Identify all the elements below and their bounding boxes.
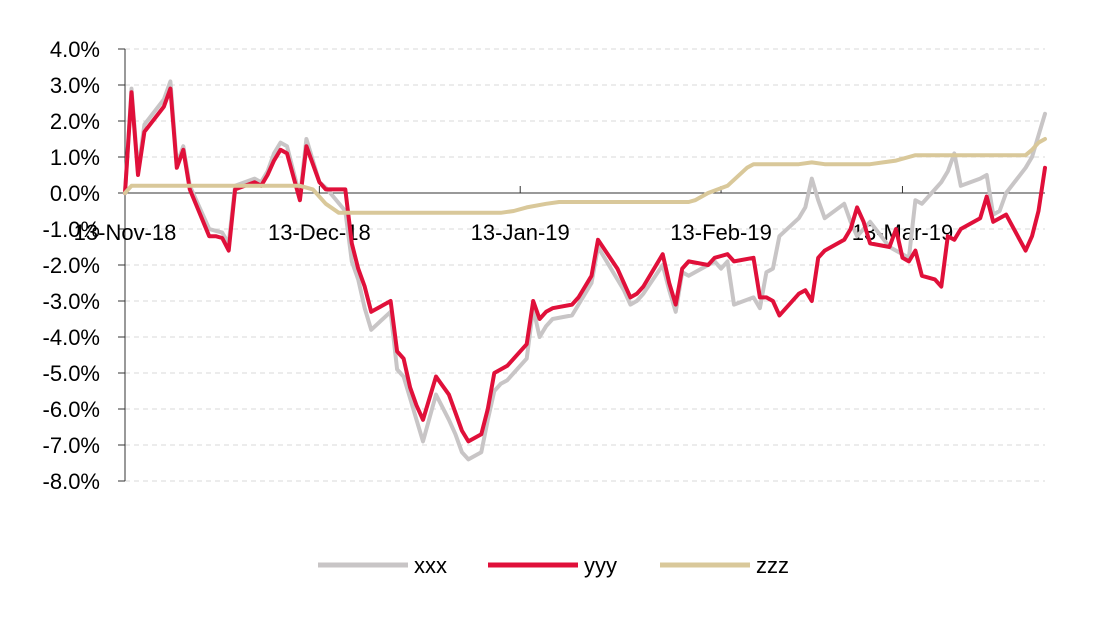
x-tick-label: 13-Dec-18: [268, 220, 371, 245]
y-tick-label: -6.0%: [43, 397, 100, 422]
y-tick-label: 4.0%: [50, 37, 100, 62]
y-tick-label: 3.0%: [50, 73, 100, 98]
legend-label-yyy: yyy: [584, 553, 617, 578]
x-tick-label: 13-Feb-19: [670, 220, 772, 245]
legend: xxx yyy zzz: [318, 553, 789, 578]
y-tick-label: 0.0%: [50, 181, 100, 206]
series-line-xxx: [123, 79, 1047, 462]
y-tick-label: -5.0%: [43, 361, 100, 386]
legend-label-xxx: xxx: [414, 553, 447, 578]
y-tick-label: -3.0%: [43, 289, 100, 314]
y-tick-label: -1.0%: [43, 217, 100, 242]
series-line-yyy: [123, 86, 1047, 444]
series-line-zzz: [123, 137, 1047, 215]
series-layer: [123, 79, 1047, 462]
y-tick-label: -7.0%: [43, 433, 100, 458]
x-tick-label: 13-Jan-19: [471, 220, 570, 245]
grid-layer: [125, 48, 1045, 482]
y-tick-label: 1.0%: [50, 145, 100, 170]
y-tick-label: -4.0%: [43, 325, 100, 350]
x-tick-label: 13-Nov-18: [74, 220, 177, 245]
y-tick-label: 2.0%: [50, 109, 100, 134]
y-tick-label: -8.0%: [43, 469, 100, 494]
legend-label-zzz: zzz: [756, 553, 789, 578]
y-tick-label: -2.0%: [43, 253, 100, 278]
